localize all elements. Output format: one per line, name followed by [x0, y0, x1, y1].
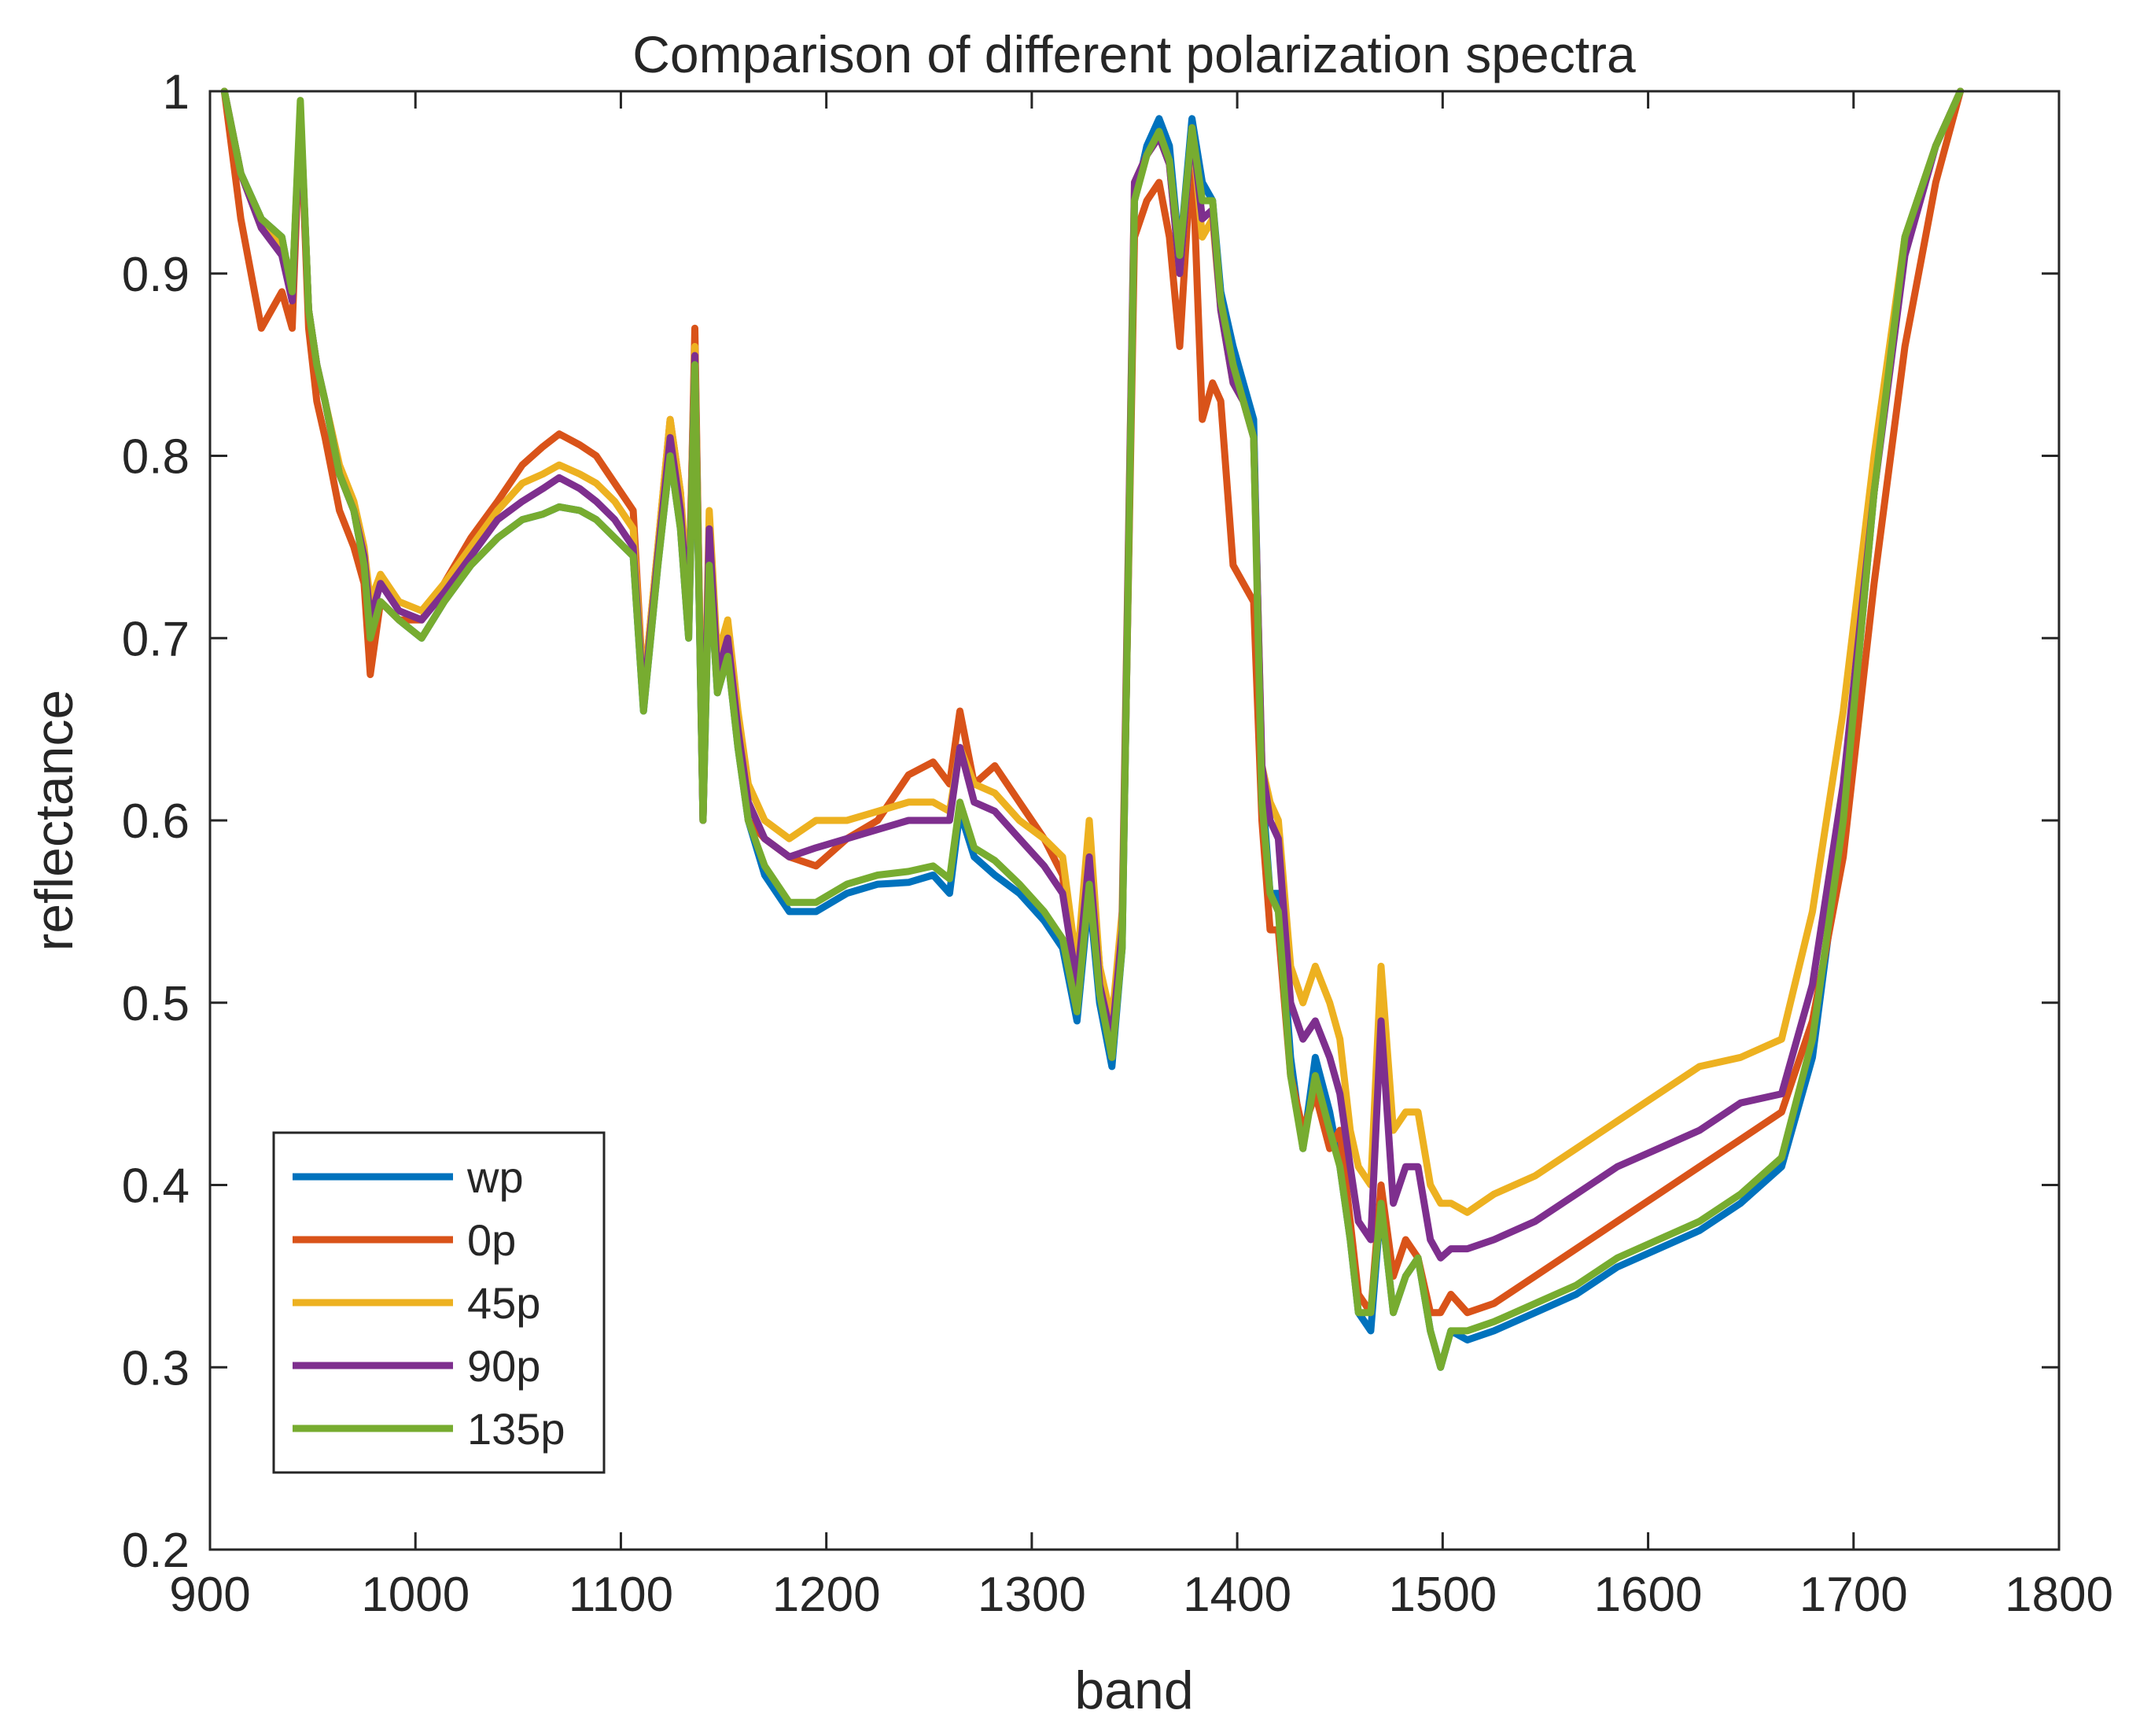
ticks-layer: 900 1000 1100 1200 1300 1400 1500 1600 1700 1800 0… [122, 65, 2113, 1622]
series-layer [220, 87, 1965, 1371]
y-tick-label: 0.9 [122, 248, 190, 302]
series-line-0p [220, 87, 1965, 1317]
x-tick-label: 1400 [1183, 1568, 1291, 1622]
y-tick-label: 0.2 [122, 1524, 190, 1578]
y-axis-label: reflectance [24, 690, 84, 952]
legend: wp 0p 45p 90p 135p [272, 1131, 606, 1474]
x-tick-label: 1300 [978, 1568, 1086, 1622]
series-line-135p [220, 87, 1965, 1371]
legend-label-45p: 45p [467, 1278, 540, 1328]
y-tick-label: 0.8 [122, 430, 190, 485]
legend-label-135p: 135p [467, 1404, 565, 1454]
x-tick-label: 1700 [1799, 1568, 1908, 1622]
y-tick-label: 0.6 [122, 794, 190, 849]
chart-title: Comparison of different polarization spe… [632, 25, 1636, 83]
legend-label-wp: wp [466, 1152, 524, 1202]
y-tick-label: 1 [163, 65, 190, 120]
x-tick-label: 1800 [2005, 1568, 2113, 1622]
x-tick-label: 1600 [1594, 1568, 1703, 1622]
y-tick-label: 0.3 [122, 1341, 190, 1395]
y-tick-label: 0.4 [122, 1159, 190, 1214]
x-tick-label: 1500 [1388, 1568, 1497, 1622]
y-tick-label: 0.5 [122, 977, 190, 1031]
legend-label-90p: 90p [467, 1341, 540, 1391]
x-tick-label: 1200 [772, 1568, 881, 1622]
x-axis-label: band [1074, 1660, 1193, 1720]
x-tick-label: 1000 [361, 1568, 470, 1622]
x-tick-label: 900 [169, 1568, 250, 1622]
legend-label-0p: 0p [467, 1215, 516, 1265]
series-line-90p [220, 87, 1965, 1262]
x-tick-label: 1100 [569, 1568, 673, 1622]
y-tick-label: 0.7 [122, 612, 190, 666]
series-line-45p [220, 87, 1965, 1216]
